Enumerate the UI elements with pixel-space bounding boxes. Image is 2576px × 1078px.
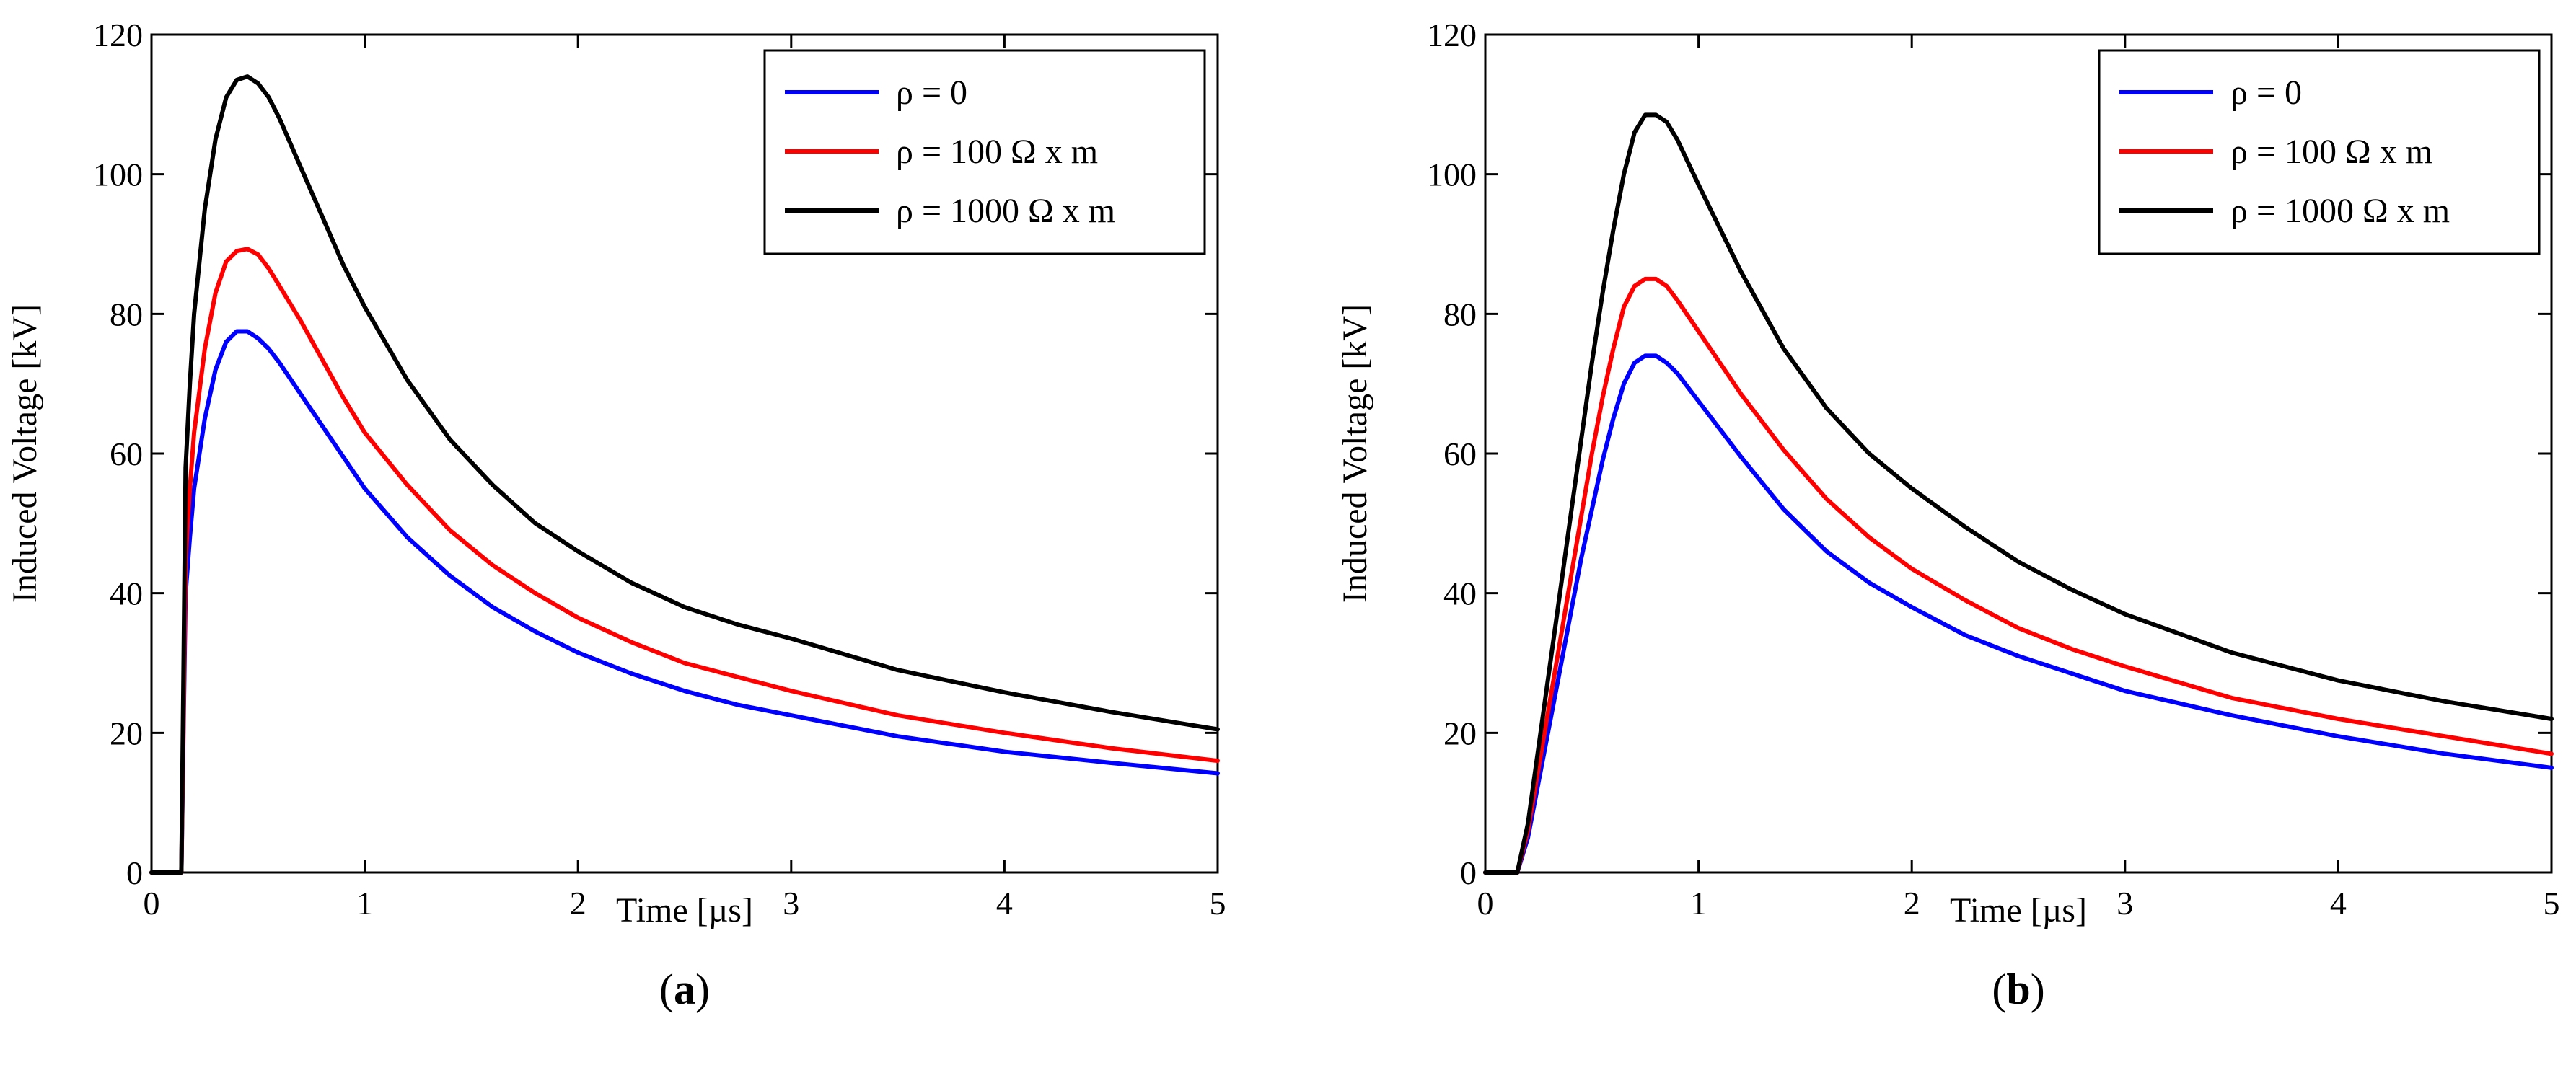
- legend-entry-2: ρ = 100 Ω x m: [896, 133, 1098, 171]
- series-line-3: [1483, 112, 2554, 875]
- x-tick-label: 3: [783, 885, 799, 922]
- panel-label: (a): [659, 966, 710, 1013]
- y-tick-label: 60: [1443, 436, 1477, 472]
- y-tick-label: 40: [1443, 575, 1477, 612]
- legend-entry-1: ρ = 0: [2230, 74, 2302, 112]
- legend-entry-3: ρ = 1000 Ω x m: [2230, 192, 2450, 230]
- x-tick-label: 0: [1477, 885, 1494, 922]
- y-tick-label: 80: [1443, 296, 1477, 332]
- y-tick-label: 100: [93, 156, 143, 193]
- y-axis-label: Induced Voltage [kV]: [6, 304, 44, 603]
- legend: ρ = 0 ρ = 100 Ω x m ρ = 1000 Ω x m: [763, 49, 1206, 255]
- y-axis-label: Induced Voltage [kV]: [1336, 304, 1374, 603]
- panel-label: (b): [1992, 966, 2044, 1013]
- y-tick-label: 20: [1443, 715, 1477, 751]
- x-tick-label: 1: [1690, 885, 1707, 922]
- series-line-1: [1483, 353, 2554, 875]
- y-tick-label: 60: [110, 436, 143, 472]
- y-tick-label: 0: [126, 854, 143, 891]
- x-tick-label: 4: [996, 885, 1013, 922]
- legend-entry-2: ρ = 100 Ω x m: [2230, 133, 2432, 171]
- x-tick-label: 0: [144, 885, 160, 922]
- x-tick-label: 2: [1904, 885, 1920, 922]
- series-line-3: [149, 74, 1220, 875]
- y-tick-label: 40: [110, 575, 143, 612]
- x-tick-label: 4: [2330, 885, 2347, 922]
- x-tick-label: 5: [2544, 885, 2560, 922]
- series-line-2: [1483, 276, 2554, 875]
- y-tick-label: 120: [93, 17, 143, 53]
- y-tick-label: 100: [1427, 156, 1477, 193]
- x-tick-label: 1: [356, 885, 373, 922]
- chart-panel-a: 0 1 2 3 4 5 0 20 40 60 80 100 120 Time [µs] Induced Vo…: [6, 17, 1226, 1013]
- x-axis-label: Time [µs]: [1950, 891, 2087, 929]
- y-tick-label: 0: [1460, 854, 1477, 891]
- y-tick-label: 20: [110, 715, 143, 751]
- legend: ρ = 0 ρ = 100 Ω x m ρ = 1000 Ω x m: [2098, 49, 2541, 255]
- series-line-1: [149, 329, 1220, 875]
- y-tick-label: 120: [1427, 17, 1477, 53]
- x-tick-label: 2: [570, 885, 586, 922]
- x-tick-label: 5: [1210, 885, 1226, 922]
- x-tick-label: 3: [2116, 885, 2133, 922]
- chart-panel-b: 0 1 2 3 4 5 0 20 40 60 80 100 120 Time [µs] Induced Vo…: [1336, 17, 2560, 1013]
- series-line-2: [149, 247, 1220, 875]
- y-tick-label: 80: [110, 296, 143, 332]
- legend-entry-1: ρ = 0: [896, 74, 967, 112]
- legend-entry-3: ρ = 1000 Ω x m: [896, 192, 1115, 230]
- x-axis-label: Time [µs]: [616, 891, 753, 929]
